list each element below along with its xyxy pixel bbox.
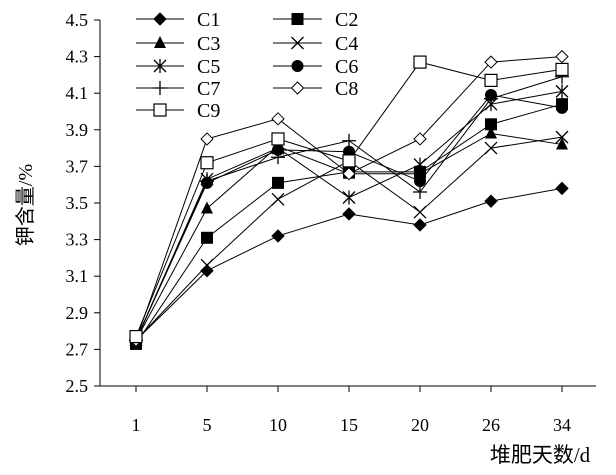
data-point bbox=[201, 201, 213, 214]
legend-marker bbox=[153, 59, 167, 73]
legend-item: C8 bbox=[273, 78, 358, 100]
data-point bbox=[413, 157, 427, 172]
data-point bbox=[271, 150, 285, 165]
data-point bbox=[413, 132, 427, 146]
data-point bbox=[272, 143, 284, 156]
legend-label: C1 bbox=[197, 9, 220, 31]
data-point bbox=[271, 192, 285, 206]
y-tick-label: 2.9 bbox=[66, 303, 89, 323]
data-point bbox=[414, 166, 426, 179]
data-point bbox=[413, 205, 427, 219]
data-point bbox=[413, 185, 427, 200]
x-tick-label: 26 bbox=[482, 415, 500, 435]
y-axis-title: 钾含量/% bbox=[14, 164, 37, 246]
data-point bbox=[413, 55, 427, 69]
legend-item: C6 bbox=[273, 56, 358, 78]
data-point bbox=[484, 91, 498, 106]
data-point bbox=[555, 130, 569, 144]
data-point bbox=[485, 118, 497, 131]
legend-item: C7 bbox=[136, 78, 220, 100]
data-point bbox=[484, 73, 498, 87]
y-tick-label: 4.3 bbox=[66, 47, 89, 67]
data-point bbox=[342, 190, 356, 205]
data-point bbox=[342, 167, 356, 181]
ticks: 2.52.72.93.13.33.53.73.94.14.34.51 5 10 15 2… bbox=[66, 10, 572, 435]
data-point bbox=[201, 231, 213, 244]
legend-label: C2 bbox=[335, 9, 358, 31]
data-point bbox=[271, 229, 285, 243]
x-axis-title: 堆肥天数/d bbox=[490, 443, 591, 467]
legend-label: C3 bbox=[197, 33, 220, 55]
data-point bbox=[484, 55, 498, 69]
y-tick-label: 3.9 bbox=[66, 120, 89, 140]
data-point bbox=[484, 194, 498, 208]
y-tick-label: 4.1 bbox=[66, 83, 89, 103]
data-point bbox=[555, 84, 569, 99]
data-point bbox=[413, 218, 427, 232]
data-point bbox=[200, 156, 214, 170]
legend-marker bbox=[154, 36, 166, 48]
legend-label: C5 bbox=[197, 56, 220, 78]
data-point bbox=[342, 154, 356, 168]
legend-item: C3 bbox=[136, 33, 220, 55]
data-point bbox=[485, 126, 497, 139]
legend-marker bbox=[291, 60, 304, 72]
legend-label: C8 bbox=[335, 78, 358, 100]
x-tick-label: 15 bbox=[340, 415, 358, 435]
x-tick-label: 20 bbox=[411, 415, 429, 435]
data-point bbox=[342, 207, 356, 221]
data-point bbox=[484, 141, 498, 155]
legend-item: C1 bbox=[136, 9, 220, 31]
x-tick-label: 5 bbox=[203, 415, 212, 435]
data-point bbox=[556, 101, 568, 114]
legend-marker bbox=[153, 81, 167, 95]
legend: C1 C2 C3 C4 C5 C6 C7 C8 C9 bbox=[136, 9, 358, 122]
legend-label: C4 bbox=[335, 33, 358, 55]
data-point bbox=[200, 258, 214, 272]
legend-item: C2 bbox=[273, 9, 358, 31]
legend-label: C9 bbox=[197, 100, 220, 122]
data-point bbox=[129, 329, 143, 344]
data-point bbox=[555, 49, 569, 64]
legend-marker bbox=[153, 103, 167, 117]
legend-item: C4 bbox=[273, 33, 358, 55]
data-point bbox=[342, 133, 356, 148]
legend-marker bbox=[291, 36, 304, 50]
x-tick-label: 1 bbox=[132, 415, 141, 435]
y-tick-label: 2.5 bbox=[66, 376, 89, 396]
y-tick-label: 3.5 bbox=[66, 193, 89, 213]
legend-marker bbox=[153, 12, 167, 26]
data-point bbox=[556, 137, 568, 150]
data-point bbox=[555, 62, 569, 77]
legend-item: C9 bbox=[136, 100, 220, 122]
data-point bbox=[271, 112, 285, 126]
y-tick-label: 3.3 bbox=[66, 230, 89, 250]
data-point bbox=[555, 181, 569, 196]
data-point bbox=[272, 176, 284, 189]
legend-item: C5 bbox=[136, 56, 220, 78]
data-point bbox=[200, 132, 214, 146]
series bbox=[129, 49, 569, 350]
y-tick-label: 4.5 bbox=[66, 10, 89, 30]
legend-marker bbox=[290, 81, 305, 95]
series-C9 bbox=[129, 55, 569, 344]
data-point bbox=[414, 175, 426, 188]
data-point bbox=[200, 174, 214, 189]
legend-label: C6 bbox=[335, 56, 358, 78]
x-tick-label: 10 bbox=[269, 415, 287, 435]
legend-marker bbox=[291, 13, 304, 25]
legend-label: C7 bbox=[197, 78, 220, 100]
series-C8 bbox=[129, 49, 569, 347]
y-tick-label: 3.1 bbox=[66, 266, 89, 286]
y-tick-label: 3.7 bbox=[66, 156, 89, 176]
y-tick-label: 2.7 bbox=[66, 339, 89, 359]
x-tick-label: 34 bbox=[553, 415, 571, 435]
data-point bbox=[271, 132, 285, 146]
